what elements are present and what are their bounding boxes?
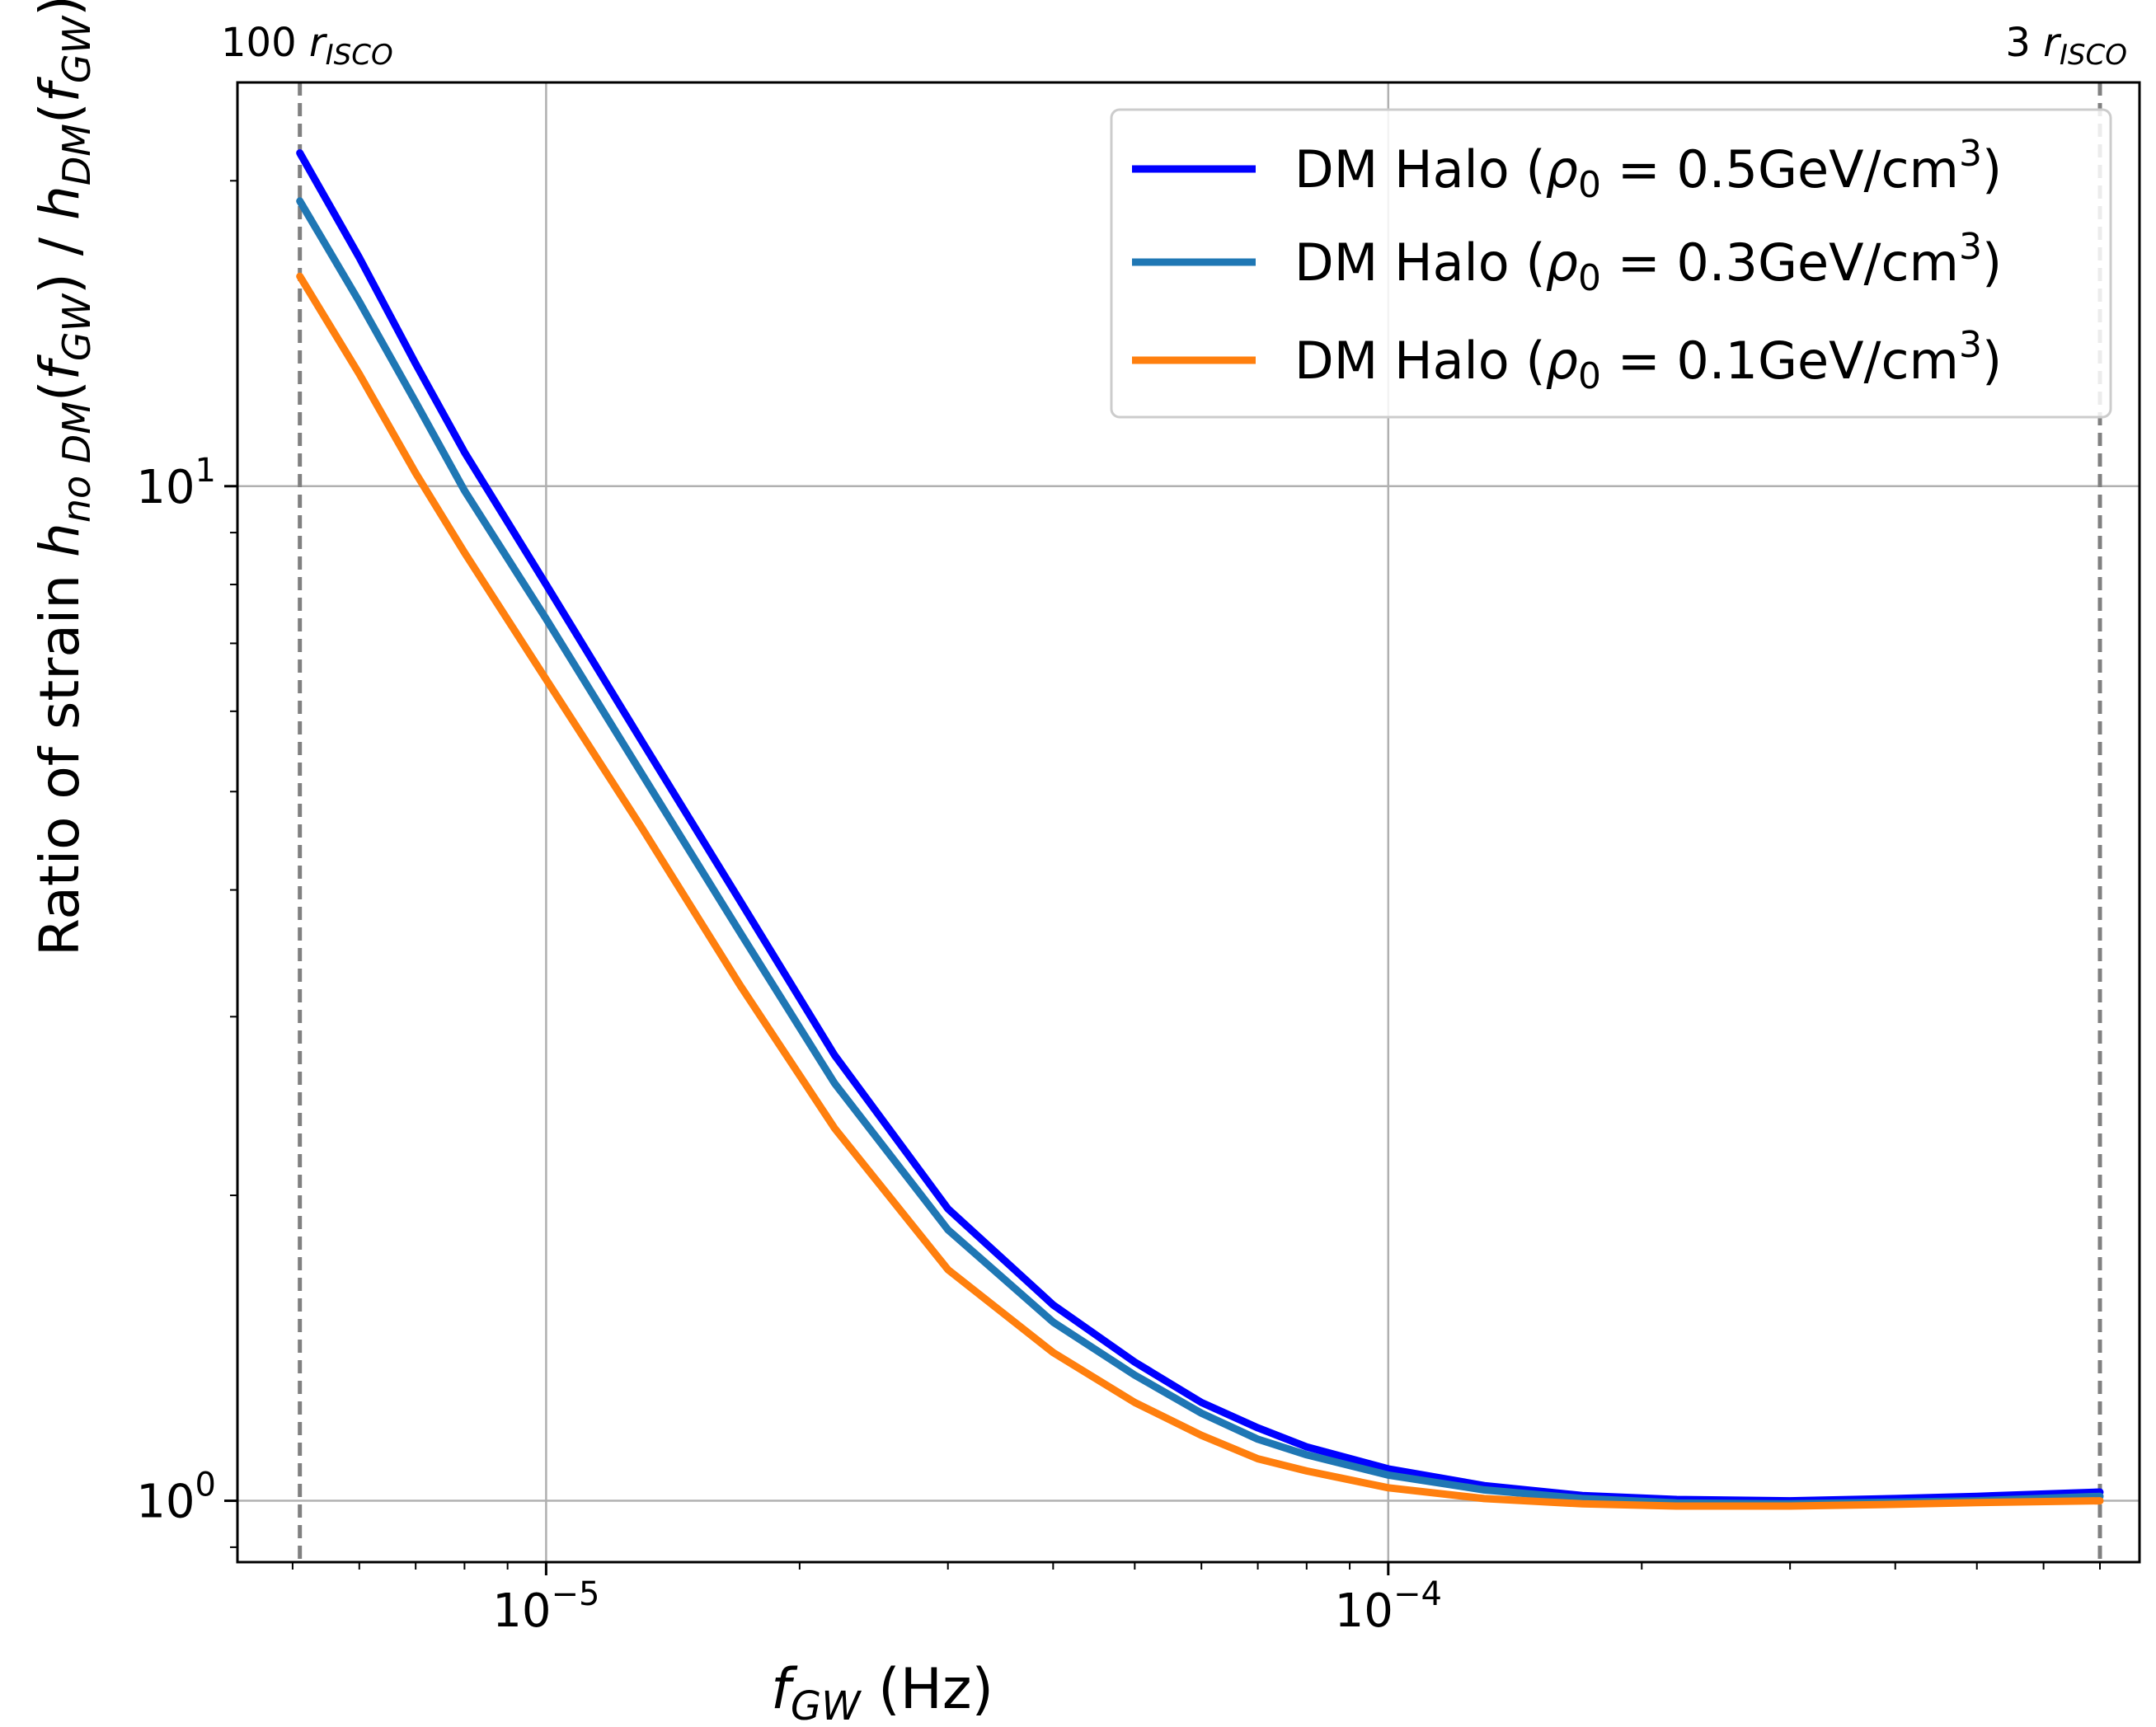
legend-0-prefix: DM Halo ( [1294, 139, 1546, 199]
x-tick-exp-0: −5 [552, 1575, 600, 1613]
y-label-paren-open2: ( [28, 102, 92, 124]
legend-2-eq: = 0.1GeV/cm [1601, 331, 1959, 391]
legend-1-close: ) [1982, 232, 2002, 293]
legend-2-rho: ρ [1546, 331, 1578, 391]
legend-2-rho-sub: 0 [1578, 355, 1601, 397]
y-axis-label: Ratio of strain hno DM(fGW) / hDM(fGW) [28, 0, 99, 956]
legend-1-prefix: DM Halo ( [1294, 232, 1546, 293]
y-label-sub1: no DM [54, 401, 99, 523]
x-tick-base-0: 10 [492, 1584, 551, 1638]
x-axis-label: fGW (Hz) [771, 1657, 993, 1727]
y-tick-label-1: 101 [136, 452, 216, 514]
legend-0-rho-sub: 0 [1578, 164, 1601, 206]
series-lines [296, 149, 2104, 1510]
x-tick-exp-1: −4 [1393, 1575, 1442, 1613]
x-label-units: (Hz) [861, 1657, 994, 1722]
legend-1-sup: 3 [1959, 226, 1982, 268]
x-label-sub: GW [791, 1683, 862, 1727]
legend-1-rho: ρ [1546, 232, 1578, 293]
legend-0-eq: = 0.5GeV/cm [1601, 139, 1959, 199]
y-label-h2: h [28, 185, 92, 220]
y-label-paren-close2: ) [28, 0, 92, 16]
y-label-prefix: Ratio of strain [28, 557, 92, 956]
y-label-separator: / [28, 220, 92, 273]
y-label-paren-open1: ( [28, 380, 92, 401]
legend-label-1: DM Halo (ρ0 = 0.3GeV/cm3) [1294, 226, 2002, 299]
y-label-paren-close1: ) [28, 273, 92, 294]
legend-1-eq: = 0.3GeV/cm [1601, 232, 1959, 293]
legend-1-rho-sub: 0 [1578, 257, 1601, 299]
x-tick-base-1: 10 [1335, 1584, 1393, 1638]
isco-3-var: r [2043, 20, 2062, 66]
isco-100-label: 100 rISCO [221, 20, 393, 72]
y-tick-base-0: 10 [136, 1476, 195, 1529]
plot-frame [236, 81, 2141, 1564]
legend: DM Halo (ρ0 = 0.5GeV/cm3) DM Halo (ρ0 = … [1110, 108, 2112, 419]
y-label-h1: h [28, 523, 92, 557]
series-line-2 [296, 272, 2104, 1510]
y-tick-exp-1: 1 [195, 452, 216, 490]
isco-100-num: 100 [221, 20, 309, 66]
y-label-sub2: DM [54, 124, 99, 185]
x-tick-label-1: 10−4 [1335, 1575, 1442, 1638]
isco-3-num: 3 [2005, 20, 2043, 66]
y-tick-exp-0: 0 [195, 1467, 216, 1504]
isco-3-sub: ISCO [2060, 39, 2127, 72]
legend-0-close: ) [1982, 139, 2002, 199]
x-tick-label-0: 10−5 [492, 1575, 599, 1638]
y-tick-base-1: 10 [136, 461, 195, 514]
legend-label-0: DM Halo (ρ0 = 0.5GeV/cm3) [1294, 133, 2002, 206]
legend-2-close: ) [1982, 331, 2002, 391]
legend-2-sup: 3 [1959, 324, 1982, 366]
legend-0-sup: 3 [1959, 133, 1982, 175]
legend-0-rho: ρ [1546, 139, 1578, 199]
legend-label-2: DM Halo (ρ0 = 0.1GeV/cm3) [1294, 324, 2002, 397]
legend-box [1110, 108, 2112, 419]
isco-100-sub: ISCO [326, 39, 393, 72]
isco-3-label: 3 rISCO [2005, 20, 2127, 72]
y-label-fsub2: GW [54, 15, 99, 83]
y-label-fsub1: GW [54, 293, 99, 361]
isco-100-var: r [309, 20, 328, 66]
y-tick-label-0: 100 [136, 1467, 216, 1529]
legend-2-prefix: DM Halo ( [1294, 331, 1546, 391]
